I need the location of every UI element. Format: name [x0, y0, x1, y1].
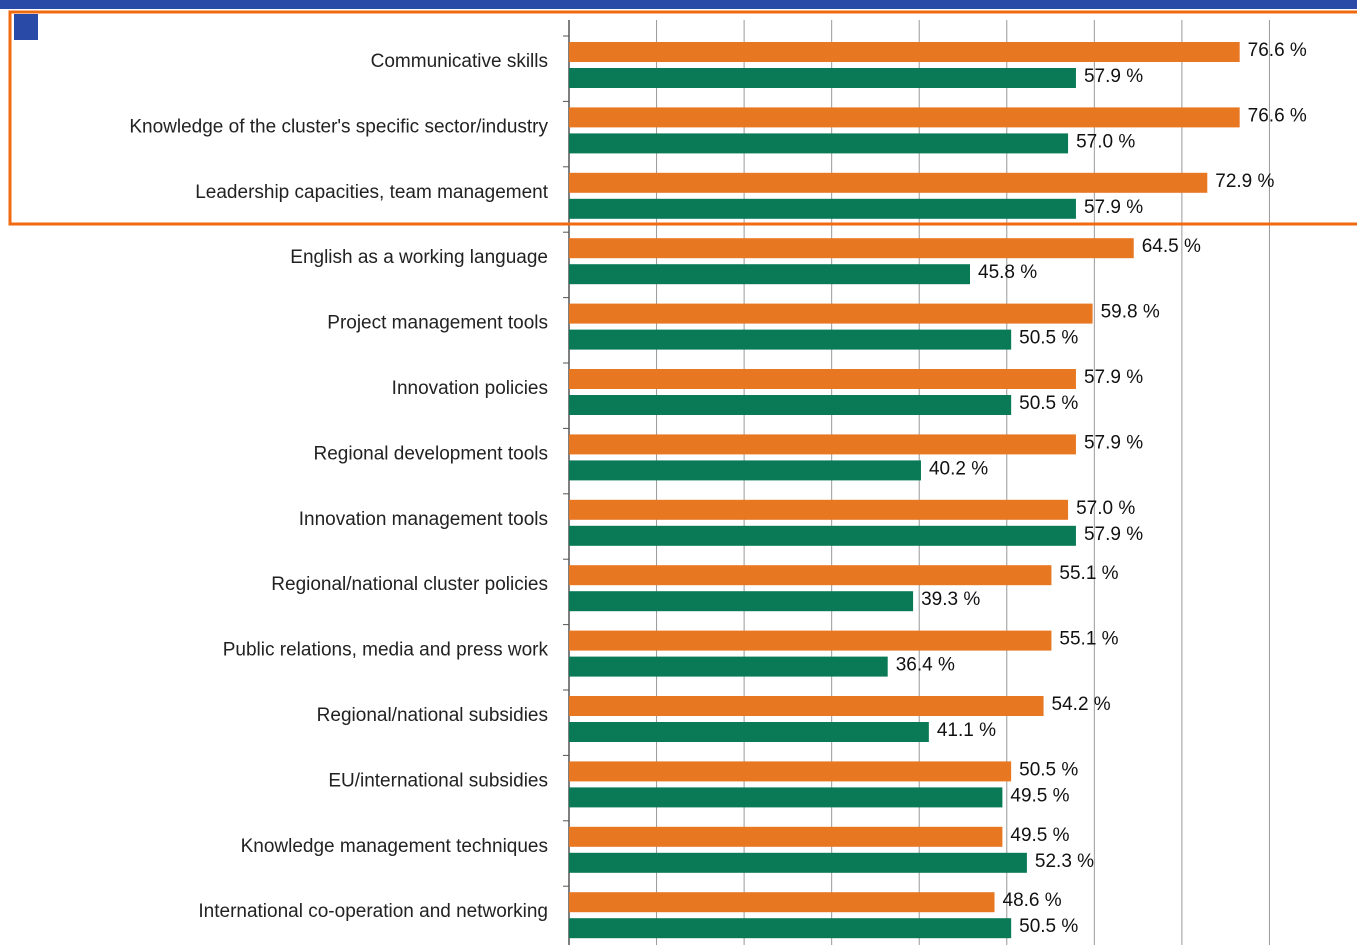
category-label: EU/international subsidies [328, 770, 548, 791]
value-label: 55.1 % [1059, 629, 1118, 650]
bar [569, 329, 1012, 350]
highlight-box [8, 10, 1357, 226]
value-label: 50.5 % [1019, 916, 1078, 937]
category-label: Communicative skills [371, 51, 548, 72]
bar [569, 630, 1052, 651]
bar [569, 303, 1093, 324]
bar [569, 434, 1076, 455]
category-label: Regional/national subsidies [317, 705, 548, 726]
category-label: Leadership capacities, team management [195, 182, 548, 203]
value-label: 54.2 % [1052, 694, 1111, 715]
bar [569, 918, 1012, 939]
bar [569, 852, 1027, 873]
bar [569, 238, 1134, 259]
bar [569, 656, 888, 677]
bar [569, 722, 929, 742]
bar [569, 892, 995, 913]
bar [569, 696, 1044, 716]
value-label: 50.5 % [1019, 393, 1078, 414]
value-label: 50.5 % [1019, 759, 1078, 780]
category-label: Regional development tools [314, 443, 549, 464]
value-label: 76.6 % [1248, 105, 1307, 126]
top-strip [0, 0, 1357, 9]
bar [569, 499, 1069, 520]
bar [569, 395, 1012, 415]
bar [569, 42, 1240, 62]
bar [569, 761, 1012, 782]
category-label: Project management tools [327, 313, 548, 334]
value-label: 72.9 % [1215, 171, 1274, 192]
value-label: 48.6 % [1003, 890, 1062, 911]
value-label: 39.3 % [921, 589, 980, 610]
bar [569, 172, 1208, 193]
value-label: 49.5 % [1010, 785, 1069, 806]
bar [569, 107, 1240, 128]
bar [569, 460, 921, 481]
value-label: 57.0 % [1076, 498, 1135, 519]
category-label: Innovation management tools [299, 509, 548, 530]
value-label: 57.0 % [1076, 131, 1135, 152]
bar [569, 525, 1076, 546]
bar [569, 826, 1003, 847]
value-label: 41.1 % [937, 720, 996, 741]
category-label: Knowledge of the cluster's specific sect… [129, 116, 548, 137]
category-label: Knowledge management techniques [241, 836, 548, 857]
category-label: English as a working language [290, 247, 548, 268]
value-label: 52.3 % [1035, 851, 1094, 872]
category-label: International co-operation and networkin… [198, 901, 548, 922]
value-label: 40.2 % [929, 458, 988, 479]
value-label: 64.5 % [1142, 236, 1201, 257]
category-label: Innovation policies [392, 378, 548, 399]
value-label: 49.5 % [1010, 825, 1069, 846]
bar [569, 591, 914, 612]
category-label: Regional/national cluster policies [271, 574, 548, 595]
value-label: 76.6 % [1248, 40, 1307, 61]
value-label: 57.9 % [1084, 524, 1143, 545]
corner-square [14, 14, 38, 40]
bar [569, 787, 1003, 808]
bar [569, 198, 1076, 219]
value-label: 55.1 % [1059, 563, 1118, 584]
category-label: Public relations, media and press work [223, 640, 549, 661]
value-label: 57.9 % [1084, 197, 1143, 218]
bar [569, 369, 1076, 389]
value-label: 57.9 % [1084, 367, 1143, 388]
bar [569, 565, 1052, 586]
bar [569, 133, 1069, 154]
value-label: 57.9 % [1084, 432, 1143, 453]
value-label: 45.8 % [978, 262, 1037, 283]
value-label: 50.5 % [1019, 328, 1078, 349]
value-label: 59.8 % [1101, 302, 1160, 323]
value-label: 36.4 % [896, 655, 955, 676]
bar [569, 68, 1076, 88]
bar [569, 264, 971, 285]
value-label: 57.9 % [1084, 66, 1143, 87]
